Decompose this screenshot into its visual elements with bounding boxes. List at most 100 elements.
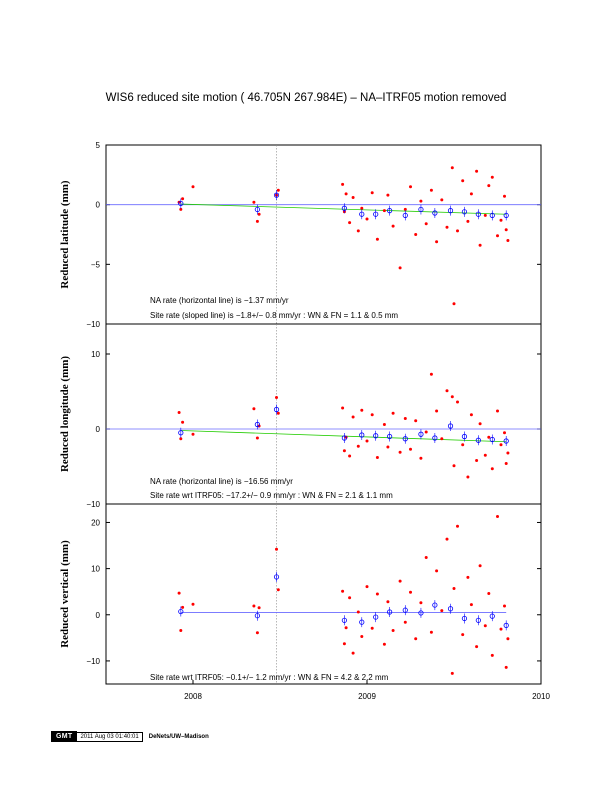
average-point [254,613,260,619]
data-point [429,630,433,634]
average-point [359,211,365,217]
data-point [475,645,479,649]
data-point [503,604,506,608]
data-point [344,626,348,630]
y-tick-label: 5 [96,141,101,150]
data-point [370,191,374,195]
data-point [456,524,459,528]
data-point [342,449,346,453]
average-point [373,614,379,620]
data-point [341,589,345,593]
data-point [351,651,355,655]
data-point [179,437,183,441]
data-point [506,239,510,242]
average-point [461,433,468,440]
average-point [489,613,495,619]
average-point [432,602,438,608]
data-point [440,198,444,202]
data-point [403,417,407,420]
data-point [490,467,494,471]
data-point [356,444,360,448]
y-tick-label: 0 [96,611,101,620]
data-point [386,445,390,449]
x-tick-label: 2010 [532,692,550,701]
data-point [466,475,470,479]
page-title: WIS6 reduced site motion ( 46.705N 267.9… [105,92,507,104]
data-point [179,207,183,211]
average-point [273,406,280,413]
data-point [429,372,433,376]
data-point [275,396,278,399]
average-point [341,617,347,623]
data-point [424,222,428,226]
average-point [447,208,454,214]
data-point [461,633,465,637]
data-point [478,243,482,247]
data-point [365,217,369,221]
data-point [181,197,185,201]
data-point [435,240,439,244]
data-point [435,569,439,573]
data-point [461,443,465,447]
data-point [344,192,348,196]
data-point [452,587,456,590]
data-point [391,629,395,632]
data-point [456,400,459,404]
data-point [365,439,369,443]
data-point [478,422,482,426]
data-point [506,637,510,641]
y-tick-label: 0 [96,425,101,434]
data-point [275,547,278,551]
data-point [365,585,369,589]
average-point [489,436,495,443]
data-point [452,302,456,306]
data-point [483,453,487,457]
data-point [414,233,418,236]
x-tick-label: 2008 [184,692,202,701]
average-point [432,435,438,441]
data-point [403,207,407,211]
data-point [351,415,355,419]
data-point [370,626,374,630]
data-point [490,653,494,657]
data-point [276,188,280,192]
data-point [409,185,412,189]
average-point [503,212,509,219]
average-point [461,615,468,622]
data-point [499,218,503,222]
average-point [178,608,184,615]
average-point [273,574,280,580]
y-tick-label: 10 [91,350,100,359]
x-tick-label: 2009 [358,692,376,701]
y-axis-label: Reduced longitude (mm) [59,356,71,472]
credit-label: DeNets/UW–Madison [148,733,209,740]
data-point [496,515,499,518]
y-tick-label: 20 [91,518,100,527]
average-point [461,209,468,215]
data-point [179,629,183,632]
average-point [341,435,347,441]
data-point [252,604,256,608]
data-point [466,575,470,579]
data-point [429,188,433,192]
data-point [469,603,473,607]
data-point [276,588,280,592]
data-point [475,169,479,173]
data-point [435,409,439,413]
data-point [348,454,352,458]
data-point [504,665,508,669]
data-point [360,635,364,638]
data-point [499,627,503,631]
data-point [483,624,487,628]
average-point [402,436,408,442]
data-point [356,229,360,233]
data-point [483,213,487,217]
data-point [403,620,407,624]
average-point [432,210,438,216]
data-point [487,184,491,188]
average-point [273,192,280,198]
y-axis-label: Reduced vertical (mm) [59,540,71,648]
panel-longitude: −10 0 10 Reduced longitude (mm) NA rate (hor… [59,323,542,509]
data-point [375,592,379,596]
data-point [466,219,470,223]
